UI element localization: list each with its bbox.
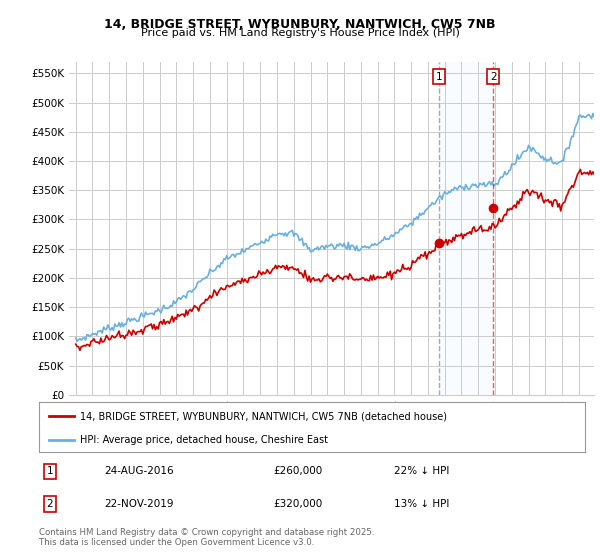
Text: 24-AUG-2016: 24-AUG-2016 (104, 466, 174, 477)
Text: £320,000: £320,000 (274, 499, 323, 509)
Text: 22-NOV-2019: 22-NOV-2019 (104, 499, 174, 509)
Bar (439, 62, 493, 395)
Text: Contains HM Land Registry data © Crown copyright and database right 2025.
This d: Contains HM Land Registry data © Crown c… (39, 528, 374, 547)
Text: 22% ↓ HPI: 22% ↓ HPI (394, 466, 449, 477)
Text: 1: 1 (47, 466, 53, 477)
Text: 2: 2 (490, 72, 497, 82)
Text: Price paid vs. HM Land Registry's House Price Index (HPI): Price paid vs. HM Land Registry's House … (140, 28, 460, 38)
Text: HPI: Average price, detached house, Cheshire East: HPI: Average price, detached house, Ches… (80, 435, 328, 445)
Text: 14, BRIDGE STREET, WYBUNBURY, NANTWICH, CW5 7NB (detached house): 14, BRIDGE STREET, WYBUNBURY, NANTWICH, … (80, 411, 447, 421)
Text: £260,000: £260,000 (274, 466, 323, 477)
Text: 14, BRIDGE STREET, WYBUNBURY, NANTWICH, CW5 7NB: 14, BRIDGE STREET, WYBUNBURY, NANTWICH, … (104, 18, 496, 31)
Text: 1: 1 (436, 72, 442, 82)
Text: 13% ↓ HPI: 13% ↓ HPI (394, 499, 449, 509)
Text: 2: 2 (47, 499, 53, 509)
